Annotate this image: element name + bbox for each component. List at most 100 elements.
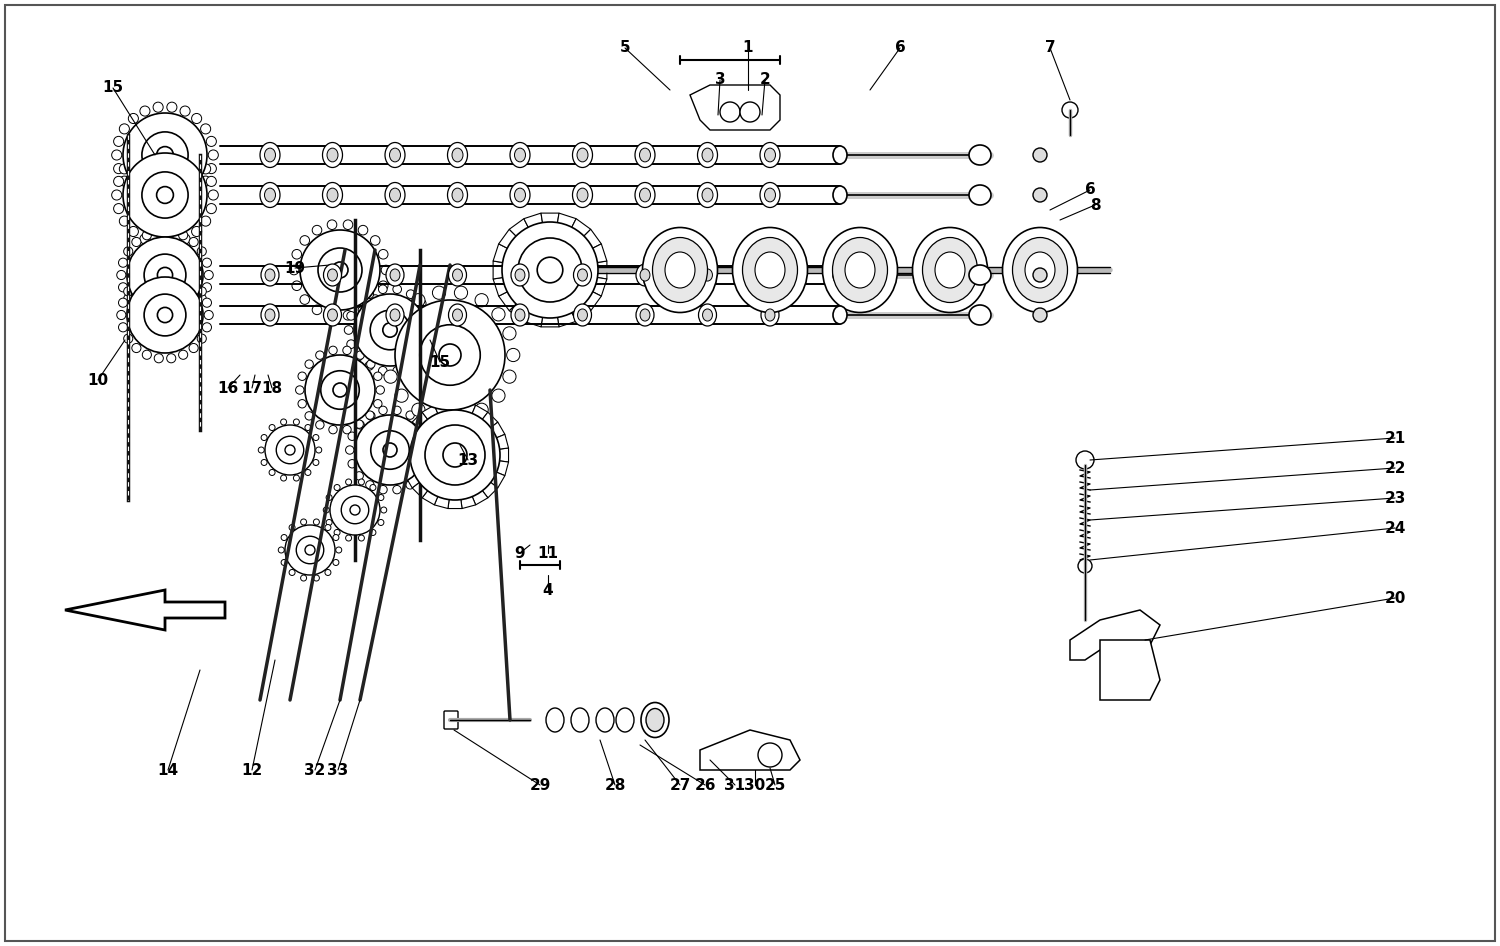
Ellipse shape: [260, 183, 280, 207]
Circle shape: [196, 294, 207, 303]
Ellipse shape: [702, 269, 712, 281]
Ellipse shape: [652, 237, 708, 303]
Circle shape: [374, 372, 382, 380]
Circle shape: [318, 248, 362, 292]
Circle shape: [192, 226, 201, 236]
Polygon shape: [435, 482, 451, 509]
Circle shape: [201, 176, 210, 186]
Polygon shape: [564, 292, 591, 322]
Ellipse shape: [512, 264, 530, 286]
Circle shape: [333, 383, 346, 397]
Circle shape: [290, 569, 296, 575]
Circle shape: [129, 226, 138, 236]
Ellipse shape: [322, 183, 342, 207]
Ellipse shape: [447, 183, 468, 207]
Ellipse shape: [261, 304, 279, 326]
FancyBboxPatch shape: [444, 711, 458, 729]
Circle shape: [153, 142, 164, 152]
Polygon shape: [524, 213, 544, 241]
Polygon shape: [579, 244, 608, 265]
Circle shape: [304, 469, 310, 476]
Ellipse shape: [453, 309, 462, 321]
Circle shape: [140, 234, 150, 244]
Text: 15: 15: [102, 80, 123, 96]
Circle shape: [326, 495, 332, 500]
Circle shape: [378, 495, 384, 500]
Circle shape: [144, 294, 186, 336]
Circle shape: [380, 485, 387, 494]
Ellipse shape: [260, 143, 280, 167]
Circle shape: [300, 575, 306, 581]
Circle shape: [142, 310, 152, 320]
Circle shape: [180, 194, 190, 204]
Circle shape: [328, 426, 338, 434]
Ellipse shape: [765, 188, 776, 201]
Ellipse shape: [640, 309, 650, 321]
Circle shape: [1078, 559, 1092, 573]
Circle shape: [1062, 102, 1078, 118]
Circle shape: [132, 304, 141, 312]
Circle shape: [290, 524, 296, 531]
Circle shape: [406, 481, 414, 489]
Circle shape: [366, 481, 374, 489]
Circle shape: [180, 146, 190, 156]
Circle shape: [393, 485, 400, 494]
Circle shape: [296, 536, 324, 564]
Ellipse shape: [646, 709, 664, 731]
Circle shape: [518, 238, 582, 302]
Circle shape: [358, 479, 364, 485]
Circle shape: [118, 258, 128, 268]
Circle shape: [503, 370, 516, 383]
Ellipse shape: [698, 143, 717, 167]
Circle shape: [370, 430, 410, 469]
Circle shape: [393, 366, 402, 376]
Polygon shape: [1070, 610, 1160, 660]
Circle shape: [298, 372, 306, 380]
Circle shape: [417, 299, 426, 307]
Circle shape: [413, 403, 424, 416]
Circle shape: [261, 434, 267, 441]
Circle shape: [196, 334, 207, 343]
Ellipse shape: [640, 703, 669, 738]
Circle shape: [410, 410, 500, 500]
Circle shape: [358, 535, 364, 541]
Ellipse shape: [386, 143, 405, 167]
Circle shape: [207, 164, 216, 174]
Polygon shape: [542, 302, 560, 327]
Circle shape: [178, 231, 188, 239]
Ellipse shape: [266, 269, 274, 281]
Circle shape: [120, 164, 129, 174]
Circle shape: [117, 271, 126, 280]
Circle shape: [142, 172, 188, 219]
Circle shape: [166, 237, 177, 248]
Circle shape: [292, 250, 302, 259]
Ellipse shape: [386, 264, 404, 286]
Circle shape: [314, 460, 320, 465]
Ellipse shape: [639, 188, 651, 201]
Ellipse shape: [833, 146, 848, 164]
Text: 28: 28: [604, 778, 625, 793]
Ellipse shape: [514, 149, 525, 162]
Circle shape: [327, 310, 338, 320]
Ellipse shape: [969, 305, 992, 325]
Circle shape: [327, 219, 338, 230]
Circle shape: [258, 447, 264, 453]
Circle shape: [394, 389, 408, 402]
Text: 3: 3: [714, 73, 726, 87]
Polygon shape: [564, 219, 591, 247]
Circle shape: [268, 425, 274, 430]
Ellipse shape: [512, 304, 530, 326]
Polygon shape: [466, 479, 488, 505]
Polygon shape: [448, 401, 462, 426]
Circle shape: [300, 230, 380, 310]
Ellipse shape: [596, 708, 613, 732]
Circle shape: [180, 106, 190, 116]
Circle shape: [354, 352, 363, 361]
Text: 20: 20: [1384, 590, 1406, 605]
Ellipse shape: [616, 708, 634, 732]
Ellipse shape: [578, 188, 588, 201]
Circle shape: [333, 534, 339, 540]
Ellipse shape: [754, 252, 784, 288]
Circle shape: [366, 412, 375, 420]
Circle shape: [312, 225, 322, 235]
